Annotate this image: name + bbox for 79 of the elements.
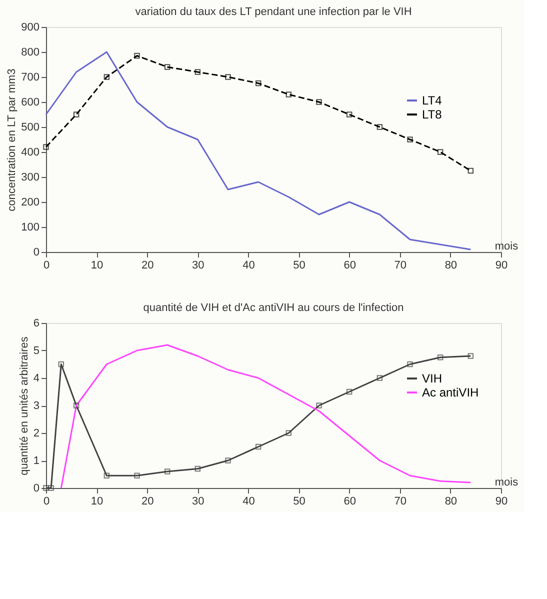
- x-tick-label: 60: [344, 496, 356, 508]
- point: [194, 466, 201, 472]
- x-tick-label: 70: [394, 496, 407, 508]
- line-series: [45, 51, 472, 250]
- x-tick-label: 60: [344, 260, 356, 272]
- point: [346, 388, 352, 395]
- point: [407, 136, 413, 142]
- point: [134, 472, 140, 478]
- x-tick-label: 80: [444, 496, 458, 508]
- x-tick-label: 40: [242, 260, 255, 272]
- point: [376, 124, 383, 130]
- point: [225, 458, 231, 464]
- x-tick-label: 50: [293, 496, 306, 508]
- y-tick-label: 600: [21, 96, 40, 108]
- y-tick-label: 0: [33, 482, 40, 494]
- legend-label: Ac antiVIH: [422, 386, 479, 400]
- x-tick-label: 50: [293, 260, 306, 272]
- x-tick-label: 90: [495, 496, 508, 508]
- point: [104, 472, 110, 478]
- point: [316, 99, 322, 105]
- y-tick-label: 700: [21, 72, 40, 84]
- legend-label: VIH: [422, 372, 442, 386]
- y-tick-label: 3: [33, 400, 40, 412]
- y-tick-label: 300: [21, 172, 40, 184]
- point: [73, 112, 80, 118]
- x-tick-label: 80: [444, 260, 458, 272]
- y-tick-label: 5: [33, 345, 40, 357]
- point: [48, 485, 54, 491]
- y-tick-label: 500: [21, 122, 40, 134]
- x-tick-label: 70: [394, 260, 407, 272]
- point: [437, 354, 444, 360]
- x-tick-label: 10: [90, 496, 104, 508]
- y-tick-label: 1: [33, 455, 40, 467]
- x-tick-label: 20: [141, 496, 154, 508]
- point: [407, 361, 413, 368]
- y-axis-title: concentration en LT par mm3: [6, 68, 18, 212]
- y-tick-label: 400: [21, 146, 40, 158]
- x-tick-label: 10: [90, 260, 104, 272]
- point: [225, 74, 231, 80]
- y-tick-label: 100: [21, 222, 40, 234]
- chart-title: variation du taux des LT pendant une infection par le VIH: [135, 6, 412, 18]
- point: [43, 144, 49, 150]
- point: [346, 112, 352, 118]
- point: [316, 402, 322, 408]
- point: [164, 64, 170, 70]
- y-tick-label: 200: [21, 196, 40, 208]
- point: [255, 80, 262, 86]
- point: [437, 149, 444, 155]
- x-tick-label: 30: [192, 260, 204, 272]
- y-tick-label: 800: [21, 46, 40, 58]
- point: [194, 69, 201, 75]
- point: [468, 168, 474, 174]
- y-tick-label: 2: [33, 428, 40, 440]
- x-tick-label: 40: [242, 496, 255, 508]
- point: [286, 92, 292, 98]
- legend-label: LT8: [422, 108, 442, 122]
- legend-label: LT4: [422, 94, 442, 108]
- x-tick-label: 20: [141, 260, 154, 272]
- point: [376, 375, 383, 381]
- y-axis-title: quantité en unités arbitraires: [18, 336, 30, 476]
- point: [286, 430, 292, 436]
- y-tick-label: 0: [33, 246, 40, 258]
- x-tick-label: 30: [192, 496, 204, 508]
- y-tick-label: 900: [21, 22, 40, 34]
- y-tick-label: 6: [33, 318, 40, 330]
- point: [255, 444, 262, 450]
- x-tick-label: 0: [43, 260, 50, 272]
- y-tick-label: 4: [33, 372, 40, 384]
- x-axis-title: mois: [494, 240, 519, 252]
- point: [58, 361, 64, 368]
- x-tick-label: 0: [43, 496, 50, 508]
- point: [73, 402, 80, 408]
- point: [468, 353, 474, 359]
- chart-title: quantité de VIH et d'Ac antiVIH au cours de l'infection: [143, 302, 404, 314]
- point: [164, 468, 170, 474]
- point: [134, 52, 140, 59]
- x-tick-label: 90: [495, 260, 508, 272]
- point: [104, 74, 110, 80]
- x-axis-title: mois: [494, 476, 519, 488]
